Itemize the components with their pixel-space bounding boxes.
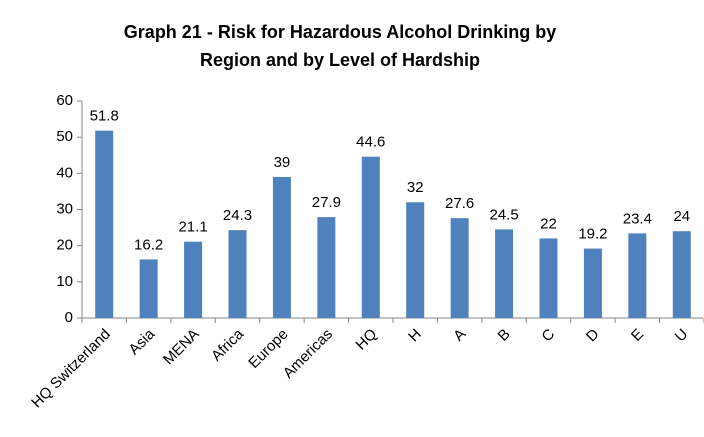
data-label: 19.2 (578, 226, 607, 243)
x-tick-label: H (405, 326, 425, 346)
bar (450, 218, 469, 318)
data-label: 44.6 (356, 134, 385, 151)
data-label: 32 (407, 179, 424, 196)
y-tick-label: 30 (56, 200, 73, 217)
data-label: 39 (274, 154, 291, 171)
y-tick-label: 50 (56, 128, 73, 145)
data-label: 21.1 (178, 219, 207, 236)
x-tick-label: HQ (352, 326, 380, 354)
x-tick-label: E (628, 326, 647, 345)
bar (539, 238, 558, 318)
data-label: 22 (540, 215, 557, 232)
bar (583, 248, 602, 318)
data-label: 51.8 (90, 108, 119, 125)
data-label: 24 (673, 208, 690, 225)
y-tick-label: 60 (56, 92, 73, 109)
y-tick-label: 0 (65, 309, 73, 326)
x-tick-label: HQ Switzerland (28, 326, 114, 412)
y-tick-label: 10 (56, 273, 73, 290)
bar (672, 231, 691, 318)
data-label: 27.6 (445, 195, 474, 212)
x-tick-label: B (495, 326, 514, 345)
data-label: 23.4 (623, 210, 652, 227)
bar (184, 241, 203, 318)
data-label: 16.2 (134, 236, 163, 253)
x-tick-label: U (672, 326, 692, 346)
x-tick-label: C (538, 326, 558, 346)
x-tick-label: Americas (280, 326, 336, 382)
bar (95, 130, 114, 318)
bar (361, 156, 380, 318)
x-tick-label: MENA (160, 326, 203, 369)
bar (317, 217, 336, 318)
data-label: 24.5 (489, 206, 518, 223)
chart-title: Region and by Level of Hardship (200, 50, 480, 70)
y-tick-label: 40 (56, 164, 73, 181)
chart-title: Graph 21 - Risk for Hazardous Alcohol Dr… (124, 22, 556, 42)
bar (495, 229, 514, 318)
x-tick-label: Africa (208, 325, 248, 365)
x-tick-label: A (450, 326, 469, 345)
bar (228, 230, 247, 318)
bar (628, 233, 647, 318)
bar (272, 176, 291, 318)
y-tick-label: 20 (56, 237, 73, 254)
x-tick-label: Asia (126, 325, 159, 358)
bar (139, 259, 158, 318)
x-tick-label: D (583, 326, 603, 346)
data-label: 27.9 (312, 194, 341, 211)
bar (406, 202, 425, 318)
data-label: 24.3 (223, 207, 252, 224)
